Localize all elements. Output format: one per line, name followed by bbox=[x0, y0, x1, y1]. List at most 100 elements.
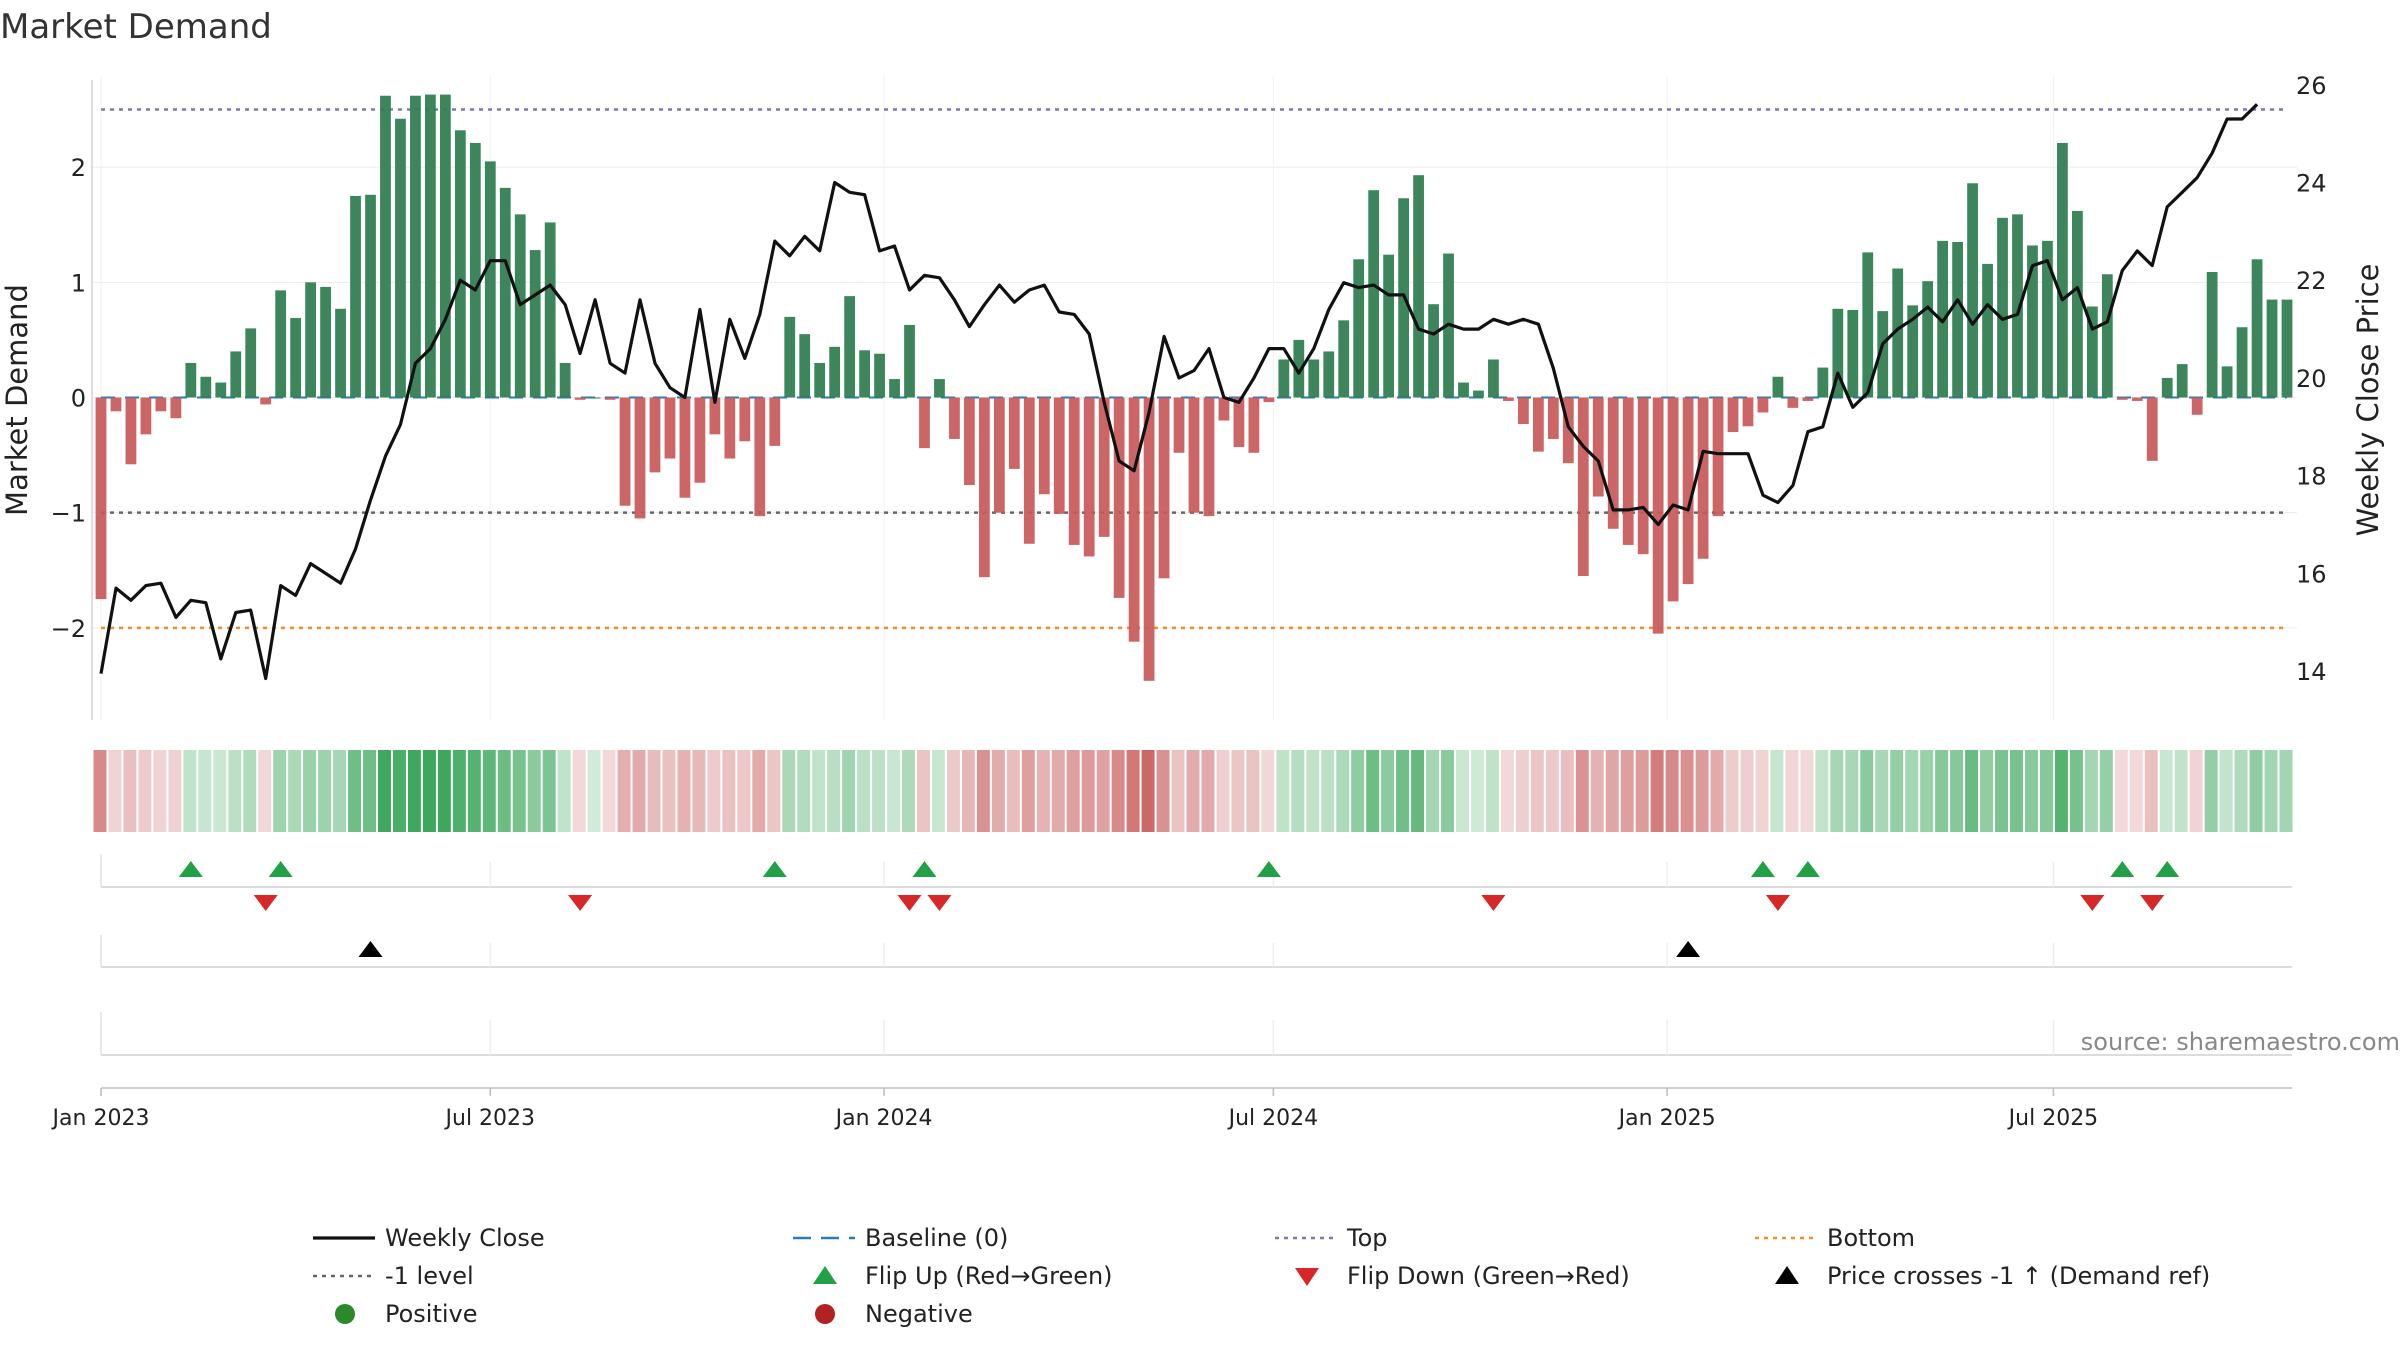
demand-bar-32 bbox=[574, 397, 586, 400]
heat-cell-97 bbox=[1545, 750, 1559, 832]
demand-bar-71 bbox=[1158, 397, 1170, 579]
demand-bar-98 bbox=[1562, 397, 1574, 464]
demand-bar-18 bbox=[365, 194, 376, 398]
signal-panels bbox=[100, 854, 2292, 1089]
demand-bar-35 bbox=[619, 397, 631, 506]
legend-label-4: -1 level bbox=[385, 1262, 474, 1290]
heat-cell-52 bbox=[872, 750, 886, 832]
demand-bar-77 bbox=[1248, 397, 1260, 453]
flip-up-marker-1 bbox=[268, 861, 293, 877]
heat-cell-41 bbox=[707, 750, 721, 832]
heat-cell-67 bbox=[1096, 750, 1110, 832]
demand-bar-61 bbox=[1008, 397, 1020, 469]
heat-cell-30 bbox=[542, 750, 556, 832]
demand-bar-72 bbox=[1173, 397, 1185, 453]
demand-bar-118 bbox=[1862, 252, 1874, 398]
heat-cell-71 bbox=[1156, 750, 1170, 832]
heat-cell-121 bbox=[1905, 750, 1919, 832]
demand-bar-124 bbox=[1952, 242, 1963, 398]
demand-bar-119 bbox=[1877, 311, 1889, 398]
flip-up-marker-5 bbox=[1750, 861, 1775, 877]
left-tick-label-4: −2 bbox=[51, 615, 86, 643]
heat-cell-45 bbox=[767, 750, 781, 832]
demand-bar-24 bbox=[454, 130, 466, 398]
heat-cell-64 bbox=[1051, 750, 1065, 832]
heat-cell-100 bbox=[1590, 750, 1604, 832]
heat-cell-133 bbox=[2084, 750, 2098, 832]
heat-cell-118 bbox=[1860, 750, 1874, 832]
heat-cell-98 bbox=[1560, 750, 1574, 832]
demand-bar-21 bbox=[410, 95, 421, 398]
heat-cell-88 bbox=[1411, 750, 1425, 832]
x-tick-label-4: Jan 2025 bbox=[1617, 1106, 1716, 1131]
heat-cell-55 bbox=[917, 750, 930, 832]
heat-cell-11 bbox=[258, 750, 272, 832]
demand-bar-145 bbox=[2266, 299, 2278, 398]
right-tick-label-6: 14 bbox=[2296, 658, 2327, 686]
heat-cell-48 bbox=[812, 750, 826, 832]
demand-bar-127 bbox=[1997, 217, 2008, 398]
demand-bar-86 bbox=[1383, 254, 1395, 398]
heat-cell-68 bbox=[1111, 750, 1125, 832]
demand-bar-103 bbox=[1637, 397, 1649, 555]
heat-cell-22 bbox=[422, 750, 436, 832]
legend-label-9: Negative bbox=[865, 1300, 973, 1328]
heat-cell-12 bbox=[273, 750, 287, 832]
demand-bar-2 bbox=[125, 397, 137, 465]
demand-bar-117 bbox=[1847, 309, 1859, 398]
heat-cell-146 bbox=[2279, 750, 2293, 832]
heat-cell-87 bbox=[1396, 750, 1410, 832]
heat-cell-102 bbox=[1620, 750, 1634, 832]
demand-bar-89 bbox=[1428, 304, 1439, 398]
heat-cell-125 bbox=[1965, 750, 1979, 832]
heat-cell-110 bbox=[1740, 750, 1754, 832]
demand-bar-12 bbox=[275, 290, 287, 398]
heat-cell-43 bbox=[737, 750, 751, 832]
flip-down-marker-1 bbox=[568, 895, 593, 911]
legend-label-5: Flip Up (Red→Green) bbox=[865, 1262, 1113, 1290]
demand-bar-62 bbox=[1023, 397, 1035, 544]
heat-cell-29 bbox=[527, 750, 541, 832]
heat-cell-60 bbox=[991, 750, 1005, 832]
demand-bar-25 bbox=[469, 142, 481, 398]
heat-cell-105 bbox=[1665, 750, 1679, 832]
demand-bar-67 bbox=[1098, 397, 1110, 537]
demand-bar-27 bbox=[499, 187, 511, 398]
demand-bar-42 bbox=[724, 397, 736, 459]
heat-cell-91 bbox=[1456, 750, 1469, 832]
legend-label-0: Weekly Close bbox=[385, 1224, 545, 1252]
price-cross-marker-0 bbox=[358, 941, 383, 957]
heat-cell-26 bbox=[482, 750, 496, 832]
demand-bar-82 bbox=[1323, 351, 1335, 398]
demand-bar-50 bbox=[844, 296, 856, 398]
right-tick-label-4: 18 bbox=[2296, 463, 2327, 491]
demand-bar-56 bbox=[934, 379, 945, 398]
demand-bar-131 bbox=[2057, 142, 2068, 398]
demand-bar-92 bbox=[1473, 390, 1484, 398]
demand-bar-15 bbox=[320, 286, 331, 398]
heat-cell-141 bbox=[2204, 750, 2218, 832]
demand-bar-142 bbox=[2221, 366, 2233, 398]
heat-cell-75 bbox=[1216, 750, 1230, 832]
right-axis-ticks: 26 24 22 20 18 16 14 bbox=[2296, 72, 2327, 686]
demand-bar-116 bbox=[1832, 308, 1844, 398]
legend-swatch-5 bbox=[813, 1266, 837, 1284]
heat-cell-49 bbox=[827, 750, 841, 832]
demand-bar-144 bbox=[2251, 259, 2263, 398]
heat-cell-54 bbox=[902, 750, 916, 832]
demand-bar-53 bbox=[889, 379, 900, 398]
demand-bar-40 bbox=[694, 397, 706, 483]
flip-down-marker-7 bbox=[2140, 895, 2165, 911]
heat-cell-15 bbox=[318, 750, 332, 832]
heat-cell-31 bbox=[557, 750, 571, 832]
demand-bar-112 bbox=[1772, 376, 1784, 398]
heat-cell-51 bbox=[857, 750, 871, 832]
heat-cell-99 bbox=[1575, 750, 1589, 832]
heat-cell-82 bbox=[1321, 750, 1335, 832]
demand-bar-17 bbox=[350, 195, 361, 398]
right-axis-label: Weekly Close Price bbox=[2351, 264, 2385, 537]
flip-down-marker-6 bbox=[2080, 895, 2105, 911]
demand-bar-95 bbox=[1518, 397, 1529, 424]
heat-cell-80 bbox=[1291, 750, 1305, 832]
heat-cell-38 bbox=[662, 750, 676, 832]
